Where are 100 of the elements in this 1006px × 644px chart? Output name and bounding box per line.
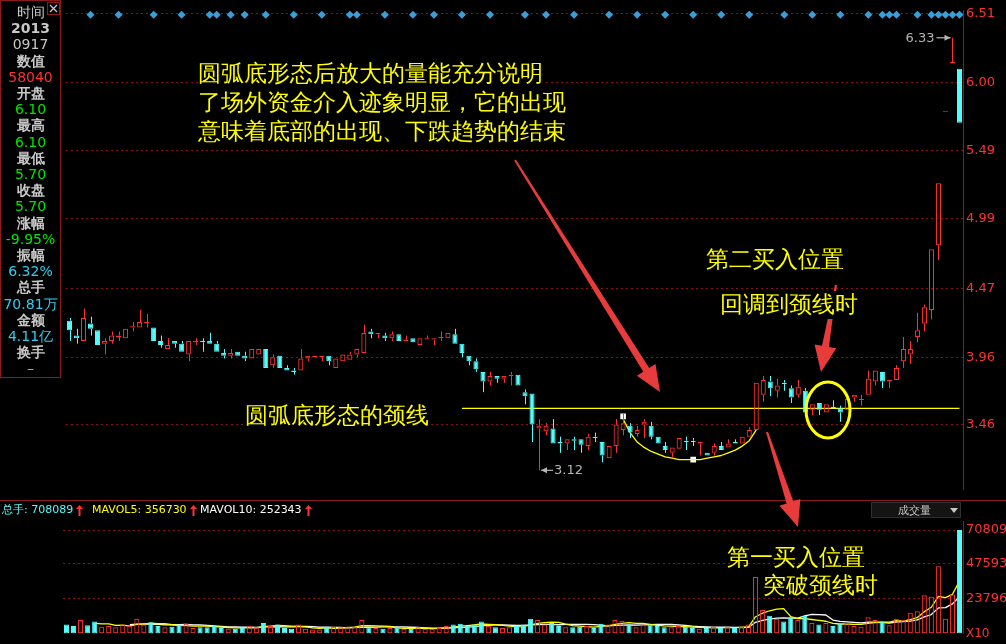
candlestick: [494, 376, 500, 384]
point: [352, 10, 361, 19]
candlestick: [88, 316, 94, 337]
point: [261, 10, 270, 19]
text: 6.10: [13, 133, 48, 151]
candlestick: [704, 452, 710, 456]
y-tick-label: 5.49: [966, 142, 995, 158]
y-tick-label: 3.96: [966, 348, 995, 364]
y-tick-label: 23796: [966, 589, 1006, 605]
point: [955, 10, 964, 19]
point: [205, 10, 214, 19]
bar: [92, 621, 98, 634]
point: [689, 10, 698, 19]
candlestick: [550, 418, 556, 444]
point: [114, 10, 123, 19]
candlestick: [459, 343, 465, 358]
point: [941, 10, 950, 19]
candlestick: [816, 402, 822, 416]
candlestick: [578, 439, 584, 454]
candlestick: [529, 393, 535, 443]
candlestick: [151, 327, 157, 341]
bar: [471, 624, 477, 634]
candlestick: [284, 364, 290, 371]
annotation: 3.12: [554, 462, 583, 478]
point: [570, 10, 579, 19]
point: [149, 10, 158, 19]
annotation: 6.33: [905, 29, 935, 46]
bar: [788, 617, 794, 634]
bar: [837, 623, 843, 634]
point: [780, 10, 789, 19]
text: 振幅: [15, 247, 46, 264]
bar: [260, 623, 266, 634]
y-tick-label: 6.51: [966, 4, 995, 20]
candlestick: [452, 328, 458, 344]
point: [745, 10, 754, 19]
candlestick: [95, 330, 101, 346]
text: 数值: [15, 52, 46, 70]
text: MAVOL5: 356730: [92, 503, 187, 517]
candlestick: [263, 349, 269, 368]
point: [521, 10, 530, 19]
text: 收盘: [15, 182, 46, 199]
point: [836, 10, 845, 19]
text: 最高: [15, 117, 46, 135]
candlestick: [207, 332, 213, 344]
text: –: [26, 360, 35, 378]
point: [317, 10, 326, 19]
text: 6.32%: [7, 263, 54, 280]
point: [878, 10, 887, 19]
point: [913, 10, 922, 19]
candlestick: [473, 357, 479, 373]
bar: [148, 622, 154, 634]
point: [934, 10, 943, 19]
text: 5.70: [13, 198, 48, 216]
point: [485, 10, 494, 19]
text: 开盘: [15, 85, 46, 102]
bar: [274, 624, 280, 634]
annotation: 突破颈线时: [763, 572, 878, 600]
candlestick: [326, 355, 332, 366]
point: [408, 10, 417, 19]
candlestick: [396, 334, 402, 341]
candlestick: [718, 441, 724, 451]
text: 70.81万: [2, 295, 59, 313]
point: [717, 10, 726, 19]
text: MAVOL10: 252343: [200, 503, 302, 517]
candlestick: [956, 68, 963, 123]
point: [808, 10, 817, 19]
bar: [549, 623, 555, 634]
point: [380, 10, 389, 19]
text: -9.95%: [4, 230, 57, 248]
candlestick: [410, 338, 416, 343]
candlestick: [522, 388, 528, 405]
point: [457, 10, 466, 19]
point: [226, 10, 235, 19]
y-axis-title: X10: [966, 626, 990, 641]
text: 2013: [10, 20, 51, 37]
point: [177, 10, 186, 19]
text: 换手: [15, 344, 46, 361]
text: 最低: [15, 149, 46, 167]
text: 总手: 708089: [2, 503, 74, 517]
point: [948, 10, 957, 19]
annotation: 第一买入位置: [727, 544, 865, 572]
text: 0917: [11, 36, 50, 54]
bar: [478, 621, 484, 634]
candlestick: [515, 374, 521, 386]
point: [345, 10, 354, 19]
bar: [956, 530, 963, 634]
point: [605, 10, 614, 19]
y-tick-label: 70809: [966, 521, 1006, 537]
candlestick: [466, 355, 472, 366]
bar: [879, 621, 885, 634]
annotation: 圆弧底形态的颈线: [245, 402, 429, 430]
y-tick-label: 6.00: [966, 73, 995, 89]
y-tick-label: 47593: [966, 555, 1006, 571]
point: [885, 10, 894, 19]
bar: [781, 621, 787, 634]
text: 58040: [7, 68, 54, 86]
candlestick: [480, 371, 486, 393]
bar: [767, 615, 773, 634]
candlestick: [837, 405, 843, 423]
annotation: 圆弧底形态后放大的量能充分说明: [198, 60, 543, 88]
